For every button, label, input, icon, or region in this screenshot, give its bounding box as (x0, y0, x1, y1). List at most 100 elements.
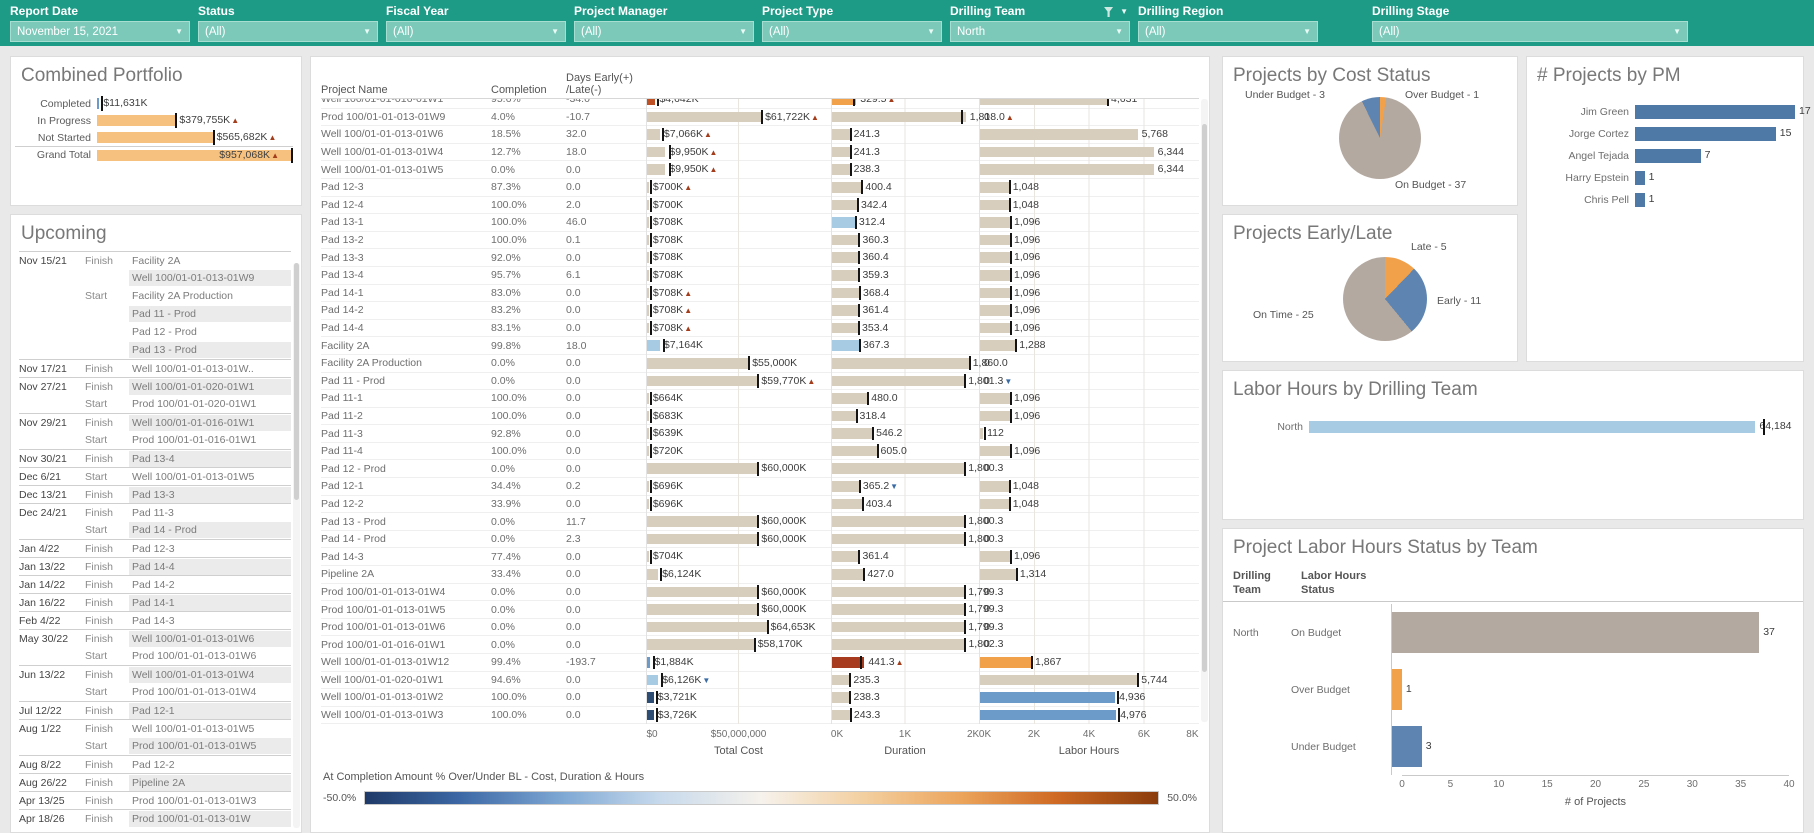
bar-mark[interactable] (97, 115, 176, 126)
total-cost-bar[interactable]: $683K (646, 407, 831, 425)
pm-chart-row[interactable]: Jorge Cortez 15 (1527, 123, 1803, 145)
total-cost-bar[interactable]: $708K▲ (646, 319, 831, 337)
filter-dropdown[interactable]: (All) ▼ (198, 21, 378, 42)
table-row[interactable]: Well 100/01-01-013-01W5 0.0% 0.0 $9,950K… (321, 160, 1199, 179)
upcoming-row[interactable]: Nov 29/21 Finish Well 100/01-01-016-01W1 (19, 413, 291, 431)
bar-mark[interactable] (647, 498, 649, 510)
labor-hours-bar[interactable]: 1,096 (979, 231, 1199, 249)
labor-hours-bar[interactable]: 1,096 (979, 407, 1199, 425)
pm-bar[interactable]: 17 (1635, 101, 1811, 123)
bar-mark[interactable] (647, 586, 758, 598)
table-row[interactable]: Pad 12-1 34.4% 0.2 $696K 365.2▼ 1,048 (321, 477, 1199, 496)
upcoming-row[interactable]: Jan 14/22 Finish Pad 14-2 (19, 575, 291, 593)
duration-bar[interactable]: 342.4 (831, 196, 979, 214)
labor-hours-bar[interactable]: 1,314 (979, 565, 1199, 584)
bar-mark[interactable] (1635, 171, 1645, 185)
table-row[interactable]: Pad 13-3 92.0% 0.0 $708K 360.4 1,096 (321, 248, 1199, 267)
filter-dropdown[interactable]: (All) ▼ (1138, 21, 1318, 42)
bar-mark[interactable] (647, 357, 749, 369)
bar-mark[interactable] (1392, 726, 1422, 767)
filter-dropdown[interactable]: (All) ▼ (386, 21, 566, 42)
duration-bar[interactable]: 1,799.3 (831, 583, 1003, 601)
table-row[interactable]: Prod 100/01-01-013-01W5 0.0% 0.0 $60,000… (321, 600, 1199, 619)
table-row[interactable]: Pad 12-3 87.3% 0.0 $700K▲ 400.4 1,048 (321, 178, 1199, 197)
bar-mark[interactable] (832, 199, 857, 211)
bar-mark[interactable] (832, 692, 850, 703)
duration-bar[interactable]: 1,800.3 (831, 530, 1003, 548)
duration-bar[interactable]: 1,818.0▲ (831, 108, 1014, 126)
total-cost-bar[interactable]: $7,066K▲ (646, 125, 831, 144)
table-row[interactable]: Pipeline 2A 33.4% 0.0 $6,124K 427.0 1,31… (321, 565, 1199, 584)
scrollbar-thumb[interactable] (1202, 123, 1207, 673)
early-late-pie[interactable] (1343, 257, 1427, 341)
bar-mark[interactable] (97, 98, 100, 109)
bar-mark[interactable] (980, 181, 1009, 193)
labor-team-row[interactable]: North 64,184 (1223, 419, 1792, 435)
duration-bar[interactable]: 318.4 (831, 407, 979, 425)
bar-mark[interactable] (832, 322, 859, 334)
upcoming-row[interactable]: Pad 13 - Prod (19, 341, 291, 359)
labor-hours-bar[interactable]: 1,867 (979, 653, 1199, 672)
bar-mark[interactable] (647, 393, 649, 404)
table-row[interactable]: Pad 14-3 77.4% 0.0 $704K 361.4 1,096 (321, 547, 1199, 567)
bar-mark[interactable] (980, 709, 1117, 721)
labor-hours-bar[interactable]: 0 (979, 530, 1199, 548)
labor-hours-bar[interactable]: 1,096 (979, 442, 1199, 460)
filter-dropdown[interactable]: November 15, 2021 ▼ (10, 21, 190, 42)
duration-bar[interactable]: 367.3 (831, 336, 979, 355)
duration-bar[interactable]: 480.0 (831, 389, 979, 408)
portfolio-row[interactable]: Not Started $565,682K▲ (15, 129, 293, 146)
labor-hours-bar[interactable]: 5,768 (979, 125, 1199, 144)
total-cost-bar[interactable]: $708K (646, 248, 831, 267)
table-row[interactable]: Pad 13-2 100.0% 0.1 $708K 360.3 1,096 (321, 231, 1199, 250)
labor-hours-bar[interactable]: 6,344 (979, 143, 1199, 161)
bar-mark[interactable] (647, 287, 649, 299)
bar-mark[interactable] (980, 410, 1010, 422)
labor-hours-bar[interactable]: 0 (979, 372, 1199, 390)
bar-mark[interactable] (980, 322, 1010, 334)
bar-mark[interactable] (647, 322, 649, 334)
status-row[interactable]: Over Budget 1 (1223, 661, 1803, 718)
pm-bar[interactable]: 7 (1635, 145, 1795, 167)
bar-mark[interactable] (647, 533, 758, 545)
bar-mark[interactable] (832, 463, 965, 475)
bar-mark[interactable] (980, 146, 1154, 158)
bar-mark[interactable] (832, 657, 865, 668)
portfolio-row[interactable]: In Progress $379,755K▲ (15, 112, 293, 129)
table-row[interactable]: Facility 2A Production 0.0% 0.0 $55,000K… (321, 354, 1199, 373)
bar-mark[interactable] (832, 410, 856, 422)
bar-mark[interactable] (647, 269, 649, 281)
total-cost-bar[interactable]: $708K▲ (646, 301, 831, 320)
labor-hours-bar[interactable]: 1,096 (979, 547, 1199, 566)
total-cost-bar[interactable]: $64,653K (646, 618, 831, 636)
pm-chart-row[interactable]: Jim Green 17 (1527, 101, 1811, 123)
total-cost-bar[interactable]: $720K (646, 442, 831, 460)
bar-mark[interactable] (832, 146, 850, 158)
labor-hours-bar[interactable]: 0 (979, 635, 1199, 654)
bar-mark[interactable] (832, 604, 965, 615)
bar-mark[interactable] (647, 621, 767, 633)
upcoming-row[interactable]: May 30/22 Finish Well 100/01-01-013-01W6 (19, 629, 291, 647)
pm-chart-row[interactable]: Harry Epstein 1 (1527, 167, 1803, 189)
upcoming-row[interactable]: Start Pad 14 - Prod (19, 521, 291, 539)
bar-mark[interactable] (832, 569, 864, 580)
upcoming-row[interactable]: Start Prod 100/01-01-013-01W6 (19, 647, 291, 665)
bar-mark[interactable] (647, 410, 649, 422)
duration-bar[interactable]: 365.2▼ (831, 477, 979, 496)
total-cost-bar[interactable]: $1,884K (646, 653, 831, 672)
bar-mark[interactable] (647, 111, 762, 123)
bar-mark[interactable] (647, 99, 656, 105)
upcoming-row[interactable]: Start Prod 100/01-01-020-01W1 (19, 395, 291, 413)
bar-mark[interactable] (980, 428, 984, 439)
total-cost-bar[interactable]: $696K (646, 477, 831, 496)
bar-mark[interactable] (980, 305, 1010, 316)
scrollbar-thumb[interactable] (294, 263, 299, 501)
bar-mark[interactable] (647, 252, 649, 263)
pm-bar[interactable]: 15 (1635, 123, 1795, 145)
bar-mark[interactable] (832, 234, 859, 246)
bar-mark[interactable] (1635, 149, 1701, 163)
upcoming-row[interactable]: Aug 1/22 Finish Well 100/01-01-013-01W5 (19, 719, 291, 737)
bar-mark[interactable] (647, 604, 758, 615)
bar-mark[interactable] (980, 393, 1010, 404)
bar-mark[interactable] (980, 445, 1010, 457)
